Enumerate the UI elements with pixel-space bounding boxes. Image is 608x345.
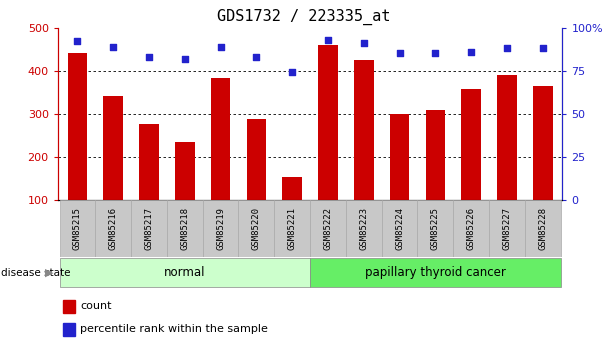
Bar	[354, 60, 373, 200]
Text: GSM85223: GSM85223	[359, 207, 368, 250]
Bar	[131, 200, 167, 257]
Bar	[175, 142, 195, 200]
Text: GSM85217: GSM85217	[145, 207, 154, 250]
Point	[288, 70, 297, 75]
Text: GSM85228: GSM85228	[538, 207, 547, 250]
Point	[144, 54, 154, 60]
Point	[502, 46, 512, 51]
Point	[395, 51, 404, 56]
Bar	[67, 53, 88, 200]
Bar	[282, 177, 302, 200]
Bar	[211, 78, 230, 200]
Point	[430, 51, 440, 56]
Text: GSM85219: GSM85219	[216, 207, 225, 250]
Point	[108, 44, 118, 49]
Point	[466, 49, 476, 55]
Bar	[418, 200, 453, 257]
Text: GSM85224: GSM85224	[395, 207, 404, 250]
Bar	[453, 200, 489, 257]
Bar	[274, 200, 310, 257]
Point	[252, 54, 261, 60]
Bar	[533, 86, 553, 200]
Point	[538, 46, 548, 51]
Point	[72, 39, 82, 44]
Bar	[489, 200, 525, 257]
Text: ▶: ▶	[45, 268, 54, 277]
Bar	[310, 258, 561, 287]
Bar	[247, 119, 266, 200]
Bar	[202, 200, 238, 257]
Bar	[310, 200, 346, 257]
Point	[359, 40, 368, 46]
Bar	[390, 114, 409, 200]
Text: count: count	[80, 301, 112, 311]
Bar	[318, 45, 338, 200]
Bar	[238, 200, 274, 257]
Text: GSM85218: GSM85218	[181, 207, 189, 250]
Bar	[382, 200, 418, 257]
Bar	[103, 96, 123, 200]
Bar	[63, 323, 75, 336]
Text: GSM85220: GSM85220	[252, 207, 261, 250]
Text: GSM85215: GSM85215	[73, 207, 82, 250]
Text: GSM85225: GSM85225	[431, 207, 440, 250]
Text: normal: normal	[164, 266, 206, 279]
Bar	[60, 200, 95, 257]
Bar	[139, 124, 159, 200]
Point	[216, 44, 226, 49]
Text: GDS1732 / 223335_at: GDS1732 / 223335_at	[217, 9, 391, 25]
Bar	[63, 300, 75, 313]
Text: GSM85216: GSM85216	[109, 207, 118, 250]
Text: percentile rank within the sample: percentile rank within the sample	[80, 324, 268, 334]
Text: GSM85226: GSM85226	[466, 207, 475, 250]
Bar	[461, 89, 481, 200]
Text: GSM85222: GSM85222	[323, 207, 333, 250]
Bar	[426, 110, 445, 200]
Bar	[346, 200, 382, 257]
Bar	[167, 200, 202, 257]
Bar	[497, 75, 517, 200]
Bar	[60, 258, 310, 287]
Text: GSM85221: GSM85221	[288, 207, 297, 250]
Text: disease state: disease state	[1, 268, 71, 277]
Bar	[95, 200, 131, 257]
Point	[323, 37, 333, 42]
Text: GSM85227: GSM85227	[502, 207, 511, 250]
Bar	[525, 200, 561, 257]
Point	[180, 56, 190, 61]
Text: papillary thyroid cancer: papillary thyroid cancer	[365, 266, 506, 279]
